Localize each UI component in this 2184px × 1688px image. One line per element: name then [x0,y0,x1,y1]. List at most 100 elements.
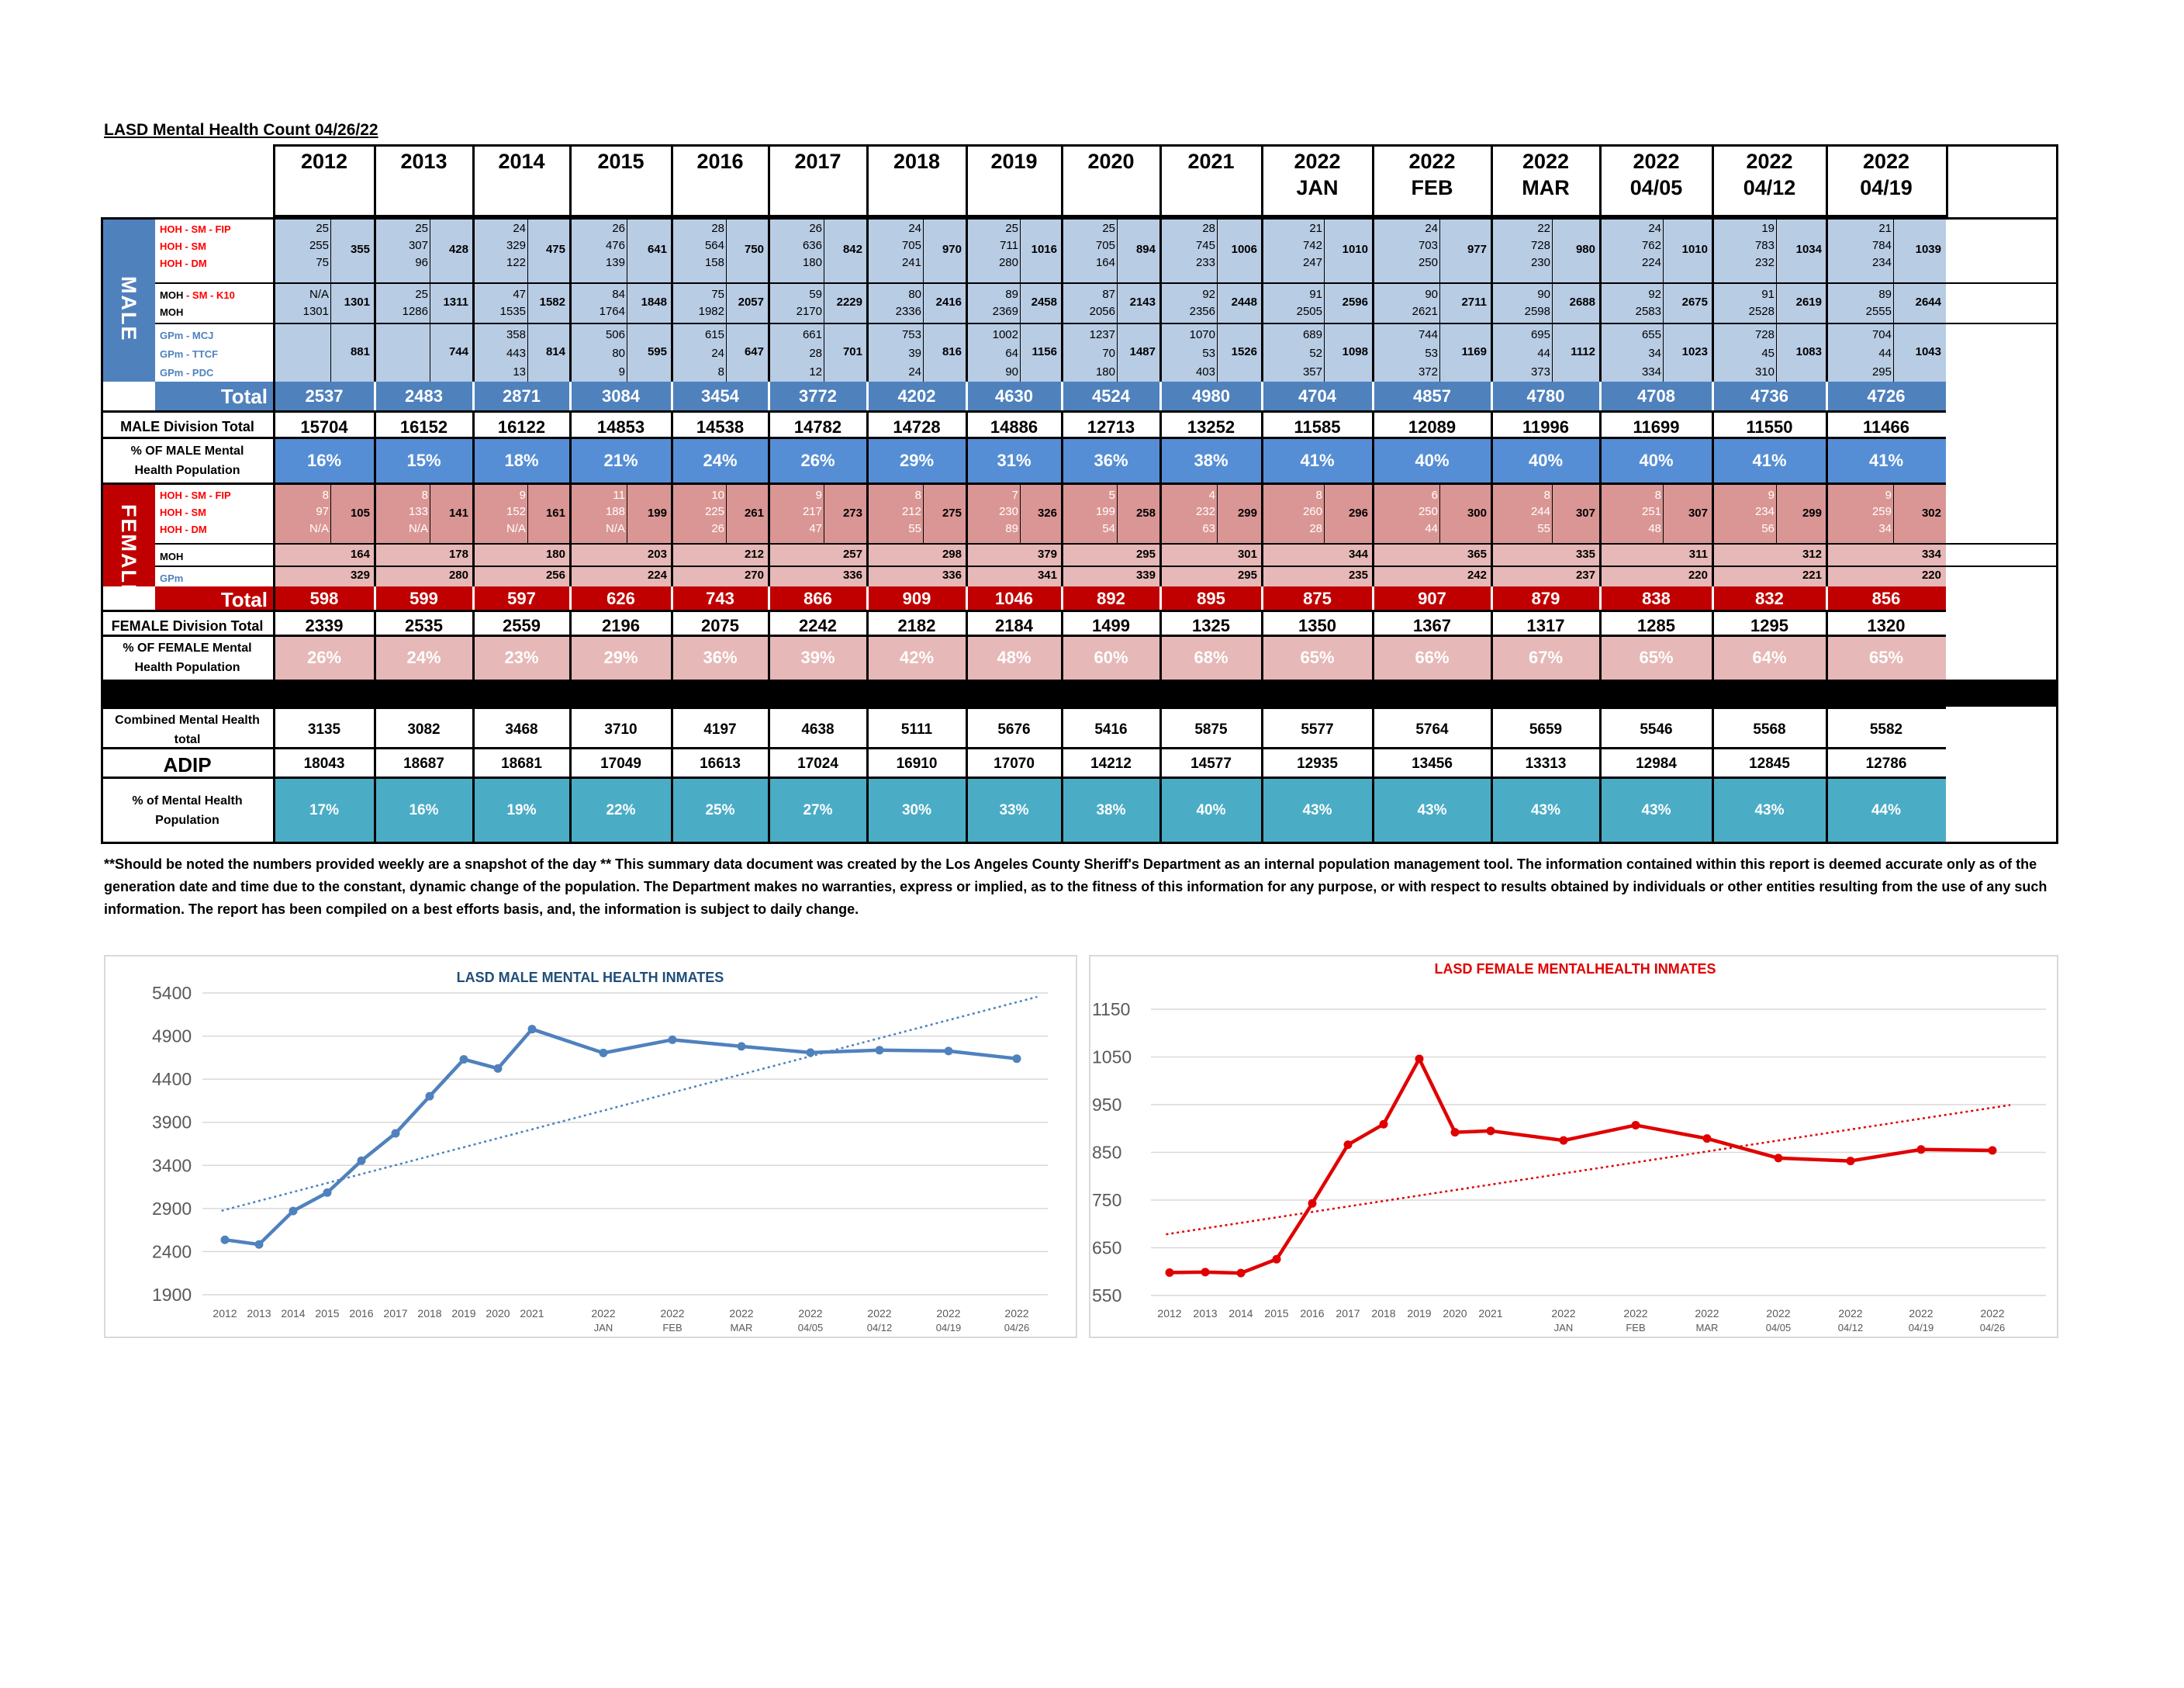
label-column-divider [273,144,275,844]
sub-value: 39 [908,347,921,360]
column-divider [1599,637,1602,680]
sub-value: 4 [1208,489,1215,502]
pct-mh-value: 43% [1641,802,1671,818]
subtotal-value: 1043 [1915,345,1941,358]
column-header-year: 2022 [1408,150,1456,173]
female-pct-cell: 65% [1600,637,1712,680]
subtotal-value: 300 [1467,507,1487,520]
data-point [1201,1268,1210,1277]
female-moh-cell: 335 [1491,544,1600,566]
data-point [1343,1140,1353,1150]
column-divider [1491,779,1493,844]
column-header: 2020 [1062,144,1160,217]
sub-value: 753 [901,328,921,341]
sub-value: 10 [711,489,724,502]
sub-value: 59 [809,288,822,301]
male-division-value: 16122 [497,417,546,437]
x-tick-label: 2021 [1478,1307,1502,1320]
column-divider [1599,610,1602,637]
male-gpm-cell: 728 45 310 1083 [1712,323,1826,382]
column-divider [1061,707,1063,749]
combined-label: total [174,733,201,746]
male-moh-cell: 25 1286 1311 [375,283,473,323]
sub-value: 2356 [1189,305,1215,318]
female-gpm-value: 224 [647,569,667,582]
adip-cell: 17049 [570,749,672,779]
male-pct-cell: 40% [1491,439,1600,483]
combined-cell: 5568 [1712,707,1826,749]
sub-value: 25 [1102,222,1115,235]
male-gpm-cell: 615 24 8 647 [672,323,769,382]
data-point [357,1156,366,1165]
female-gpm-value: 280 [448,569,468,582]
data-point [737,1042,746,1051]
subcell-divider [1117,485,1118,544]
subcell-divider [527,217,528,283]
male-pct-value: 36% [1094,451,1128,470]
female-division-cell: 1295 [1712,610,1826,637]
male-moh-cell: 75 1982 2057 [672,283,769,323]
row-divider [155,566,2058,567]
subcell-divider [1776,485,1777,544]
male-pct-value: 41% [1752,451,1787,470]
male-pct-cell: 36% [1062,439,1160,483]
male-pct-label-cell: % OF MALE Mental Health Population [101,439,274,483]
male-division-value: 14728 [893,417,941,437]
column-divider [966,610,968,637]
subcell-divider [1324,283,1325,323]
subtotal-value: 273 [842,507,862,520]
column-divider [866,217,869,382]
column-divider [966,217,968,382]
subtotal-value: 1034 [1795,243,1822,256]
x-tick-label: 2020 [486,1307,510,1320]
subtotal-value: 326 [1037,507,1057,520]
x-tick-label: 2022 [1551,1307,1575,1320]
male-gpm-cell: 661 28 12 701 [769,323,867,382]
subcell-divider [1663,283,1664,323]
male-division-cell: 12089 [1373,410,1491,439]
combined-value: 5676 [997,721,1031,738]
male-pct-value: 31% [997,451,1032,470]
x-tick-label-period: 04/26 [1980,1322,2006,1333]
female-moh-value: 180 [545,548,565,561]
female-pct-value: 48% [997,648,1032,667]
column-divider [1261,586,1263,610]
subcell-divider [1439,485,1440,544]
sub-value: 745 [1195,239,1215,252]
column-divider [966,439,968,483]
female-pct-value: 36% [703,648,738,667]
female-hoh-label: HOH - SM - FIP [160,489,231,501]
male-total-value: 4708 [1637,386,1675,406]
column-divider [569,382,572,410]
column-divider [866,439,869,483]
column-divider [569,439,572,483]
column-header-period: 04/19 [1860,176,1913,199]
x-tick-label: 2015 [1264,1307,1288,1320]
data-point [220,1235,230,1244]
data-point [289,1206,298,1216]
subcell-divider [1324,217,1325,283]
male-hoh-cell: 24 762 224 1010 [1600,217,1712,283]
male-gpm-cell: 753 39 24 816 [867,323,966,382]
female-total-cell: 866 [769,586,867,610]
pct-mh-value: 25% [705,802,735,818]
column-header-year: 2020 [1087,150,1135,173]
male-total-cell: 4780 [1491,382,1600,410]
data-point [1631,1120,1640,1129]
sub-value: 180 [802,256,822,269]
column-divider [569,586,572,610]
subtotal-value: 814 [545,345,565,358]
column-divider [1491,217,1493,382]
subcell-divider [1217,217,1218,283]
sub-value: 5 [1108,489,1115,502]
female-moh-value: 203 [647,548,667,561]
column-divider [1712,410,1714,439]
sub-value: 139 [605,256,625,269]
column-divider [1159,749,1162,779]
column-divider [1159,144,1162,217]
female-total-cell: 598 [274,586,375,610]
sub-value: 180 [1095,365,1115,379]
column-divider [1712,637,1714,680]
female-pct-value: 65% [1639,648,1674,667]
column-divider [1061,439,1063,483]
